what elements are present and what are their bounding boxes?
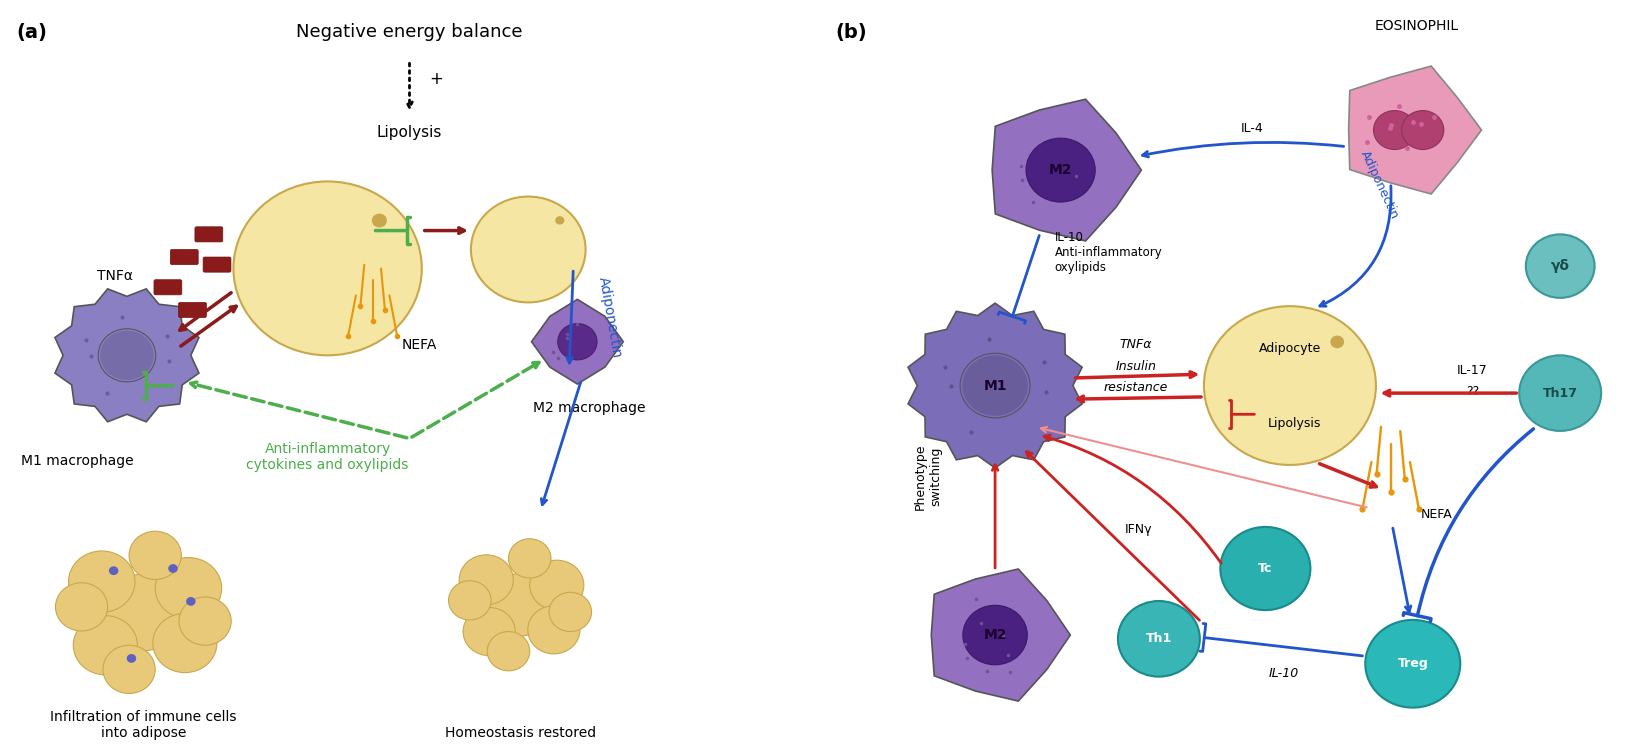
Text: γδ: γδ xyxy=(1551,259,1569,273)
Circle shape xyxy=(549,592,591,631)
Polygon shape xyxy=(1348,66,1481,194)
Circle shape xyxy=(187,597,195,606)
Circle shape xyxy=(486,631,529,671)
Text: Tc: Tc xyxy=(1258,562,1273,575)
Circle shape xyxy=(169,564,179,573)
Circle shape xyxy=(527,606,580,654)
Polygon shape xyxy=(993,99,1142,241)
Text: Adiponectin: Adiponectin xyxy=(596,276,624,360)
Text: M1 macrophage: M1 macrophage xyxy=(21,454,134,468)
Text: IFNγ: IFNγ xyxy=(1124,523,1152,536)
Circle shape xyxy=(102,574,185,651)
Circle shape xyxy=(486,574,554,636)
Text: Lipolysis: Lipolysis xyxy=(377,125,442,140)
Circle shape xyxy=(960,353,1030,418)
Text: Homeostasis restored: Homeostasis restored xyxy=(444,726,596,740)
Text: +: + xyxy=(429,70,442,88)
Text: TNFα: TNFα xyxy=(1120,338,1152,351)
Circle shape xyxy=(1025,138,1096,202)
Text: Th17: Th17 xyxy=(1543,386,1577,400)
Polygon shape xyxy=(56,289,198,422)
Circle shape xyxy=(1527,234,1595,298)
Circle shape xyxy=(555,216,565,225)
Circle shape xyxy=(1204,306,1376,465)
Text: M1: M1 xyxy=(983,379,1007,392)
Circle shape xyxy=(963,355,1027,416)
Circle shape xyxy=(557,324,596,360)
Circle shape xyxy=(74,615,138,675)
Text: Insulin: Insulin xyxy=(1115,361,1156,373)
Circle shape xyxy=(464,608,516,655)
Circle shape xyxy=(1374,110,1415,150)
Text: IL-4: IL-4 xyxy=(1242,122,1263,135)
Text: Th1: Th1 xyxy=(1145,632,1173,646)
Circle shape xyxy=(1402,110,1443,150)
Polygon shape xyxy=(531,299,622,384)
Text: IL-17: IL-17 xyxy=(1458,364,1487,377)
Circle shape xyxy=(126,654,136,663)
Circle shape xyxy=(100,330,154,380)
Circle shape xyxy=(508,539,550,578)
Text: NEFA: NEFA xyxy=(1422,508,1453,521)
FancyBboxPatch shape xyxy=(195,227,223,242)
Circle shape xyxy=(1520,355,1602,431)
Text: (a): (a) xyxy=(16,23,48,42)
Text: Infiltration of immune cells
into adipose: Infiltration of immune cells into adipos… xyxy=(51,710,236,740)
Circle shape xyxy=(1117,601,1199,677)
Polygon shape xyxy=(932,569,1070,701)
FancyBboxPatch shape xyxy=(203,257,231,272)
Text: M2 macrophage: M2 macrophage xyxy=(534,401,645,415)
Circle shape xyxy=(108,566,118,575)
Circle shape xyxy=(69,551,134,612)
Circle shape xyxy=(1330,336,1345,349)
Polygon shape xyxy=(907,303,1083,468)
Text: Phenotype
switching: Phenotype switching xyxy=(914,443,942,510)
Circle shape xyxy=(963,606,1027,665)
Text: IL-10: IL-10 xyxy=(1269,667,1299,680)
Text: (b): (b) xyxy=(835,23,867,42)
Text: Adiponectin: Adiponectin xyxy=(1358,148,1400,221)
Circle shape xyxy=(129,531,182,580)
Text: Treg: Treg xyxy=(1397,657,1428,671)
Text: Lipolysis: Lipolysis xyxy=(1268,417,1320,430)
Circle shape xyxy=(529,560,583,610)
Circle shape xyxy=(152,613,216,673)
Text: M2: M2 xyxy=(983,628,1007,642)
Text: EOSINOPHIL: EOSINOPHIL xyxy=(1374,19,1459,33)
Circle shape xyxy=(233,181,423,355)
Text: resistance: resistance xyxy=(1104,381,1168,394)
Text: ??: ?? xyxy=(1466,385,1479,398)
Circle shape xyxy=(1220,527,1310,610)
Circle shape xyxy=(156,558,221,619)
Text: Adipocyte: Adipocyte xyxy=(1258,342,1322,355)
Text: TNFα: TNFα xyxy=(97,268,133,283)
Circle shape xyxy=(179,597,231,646)
Circle shape xyxy=(103,645,156,693)
FancyBboxPatch shape xyxy=(154,280,182,295)
Circle shape xyxy=(449,581,491,620)
Text: IL-10
Anti-inflammatory
oxylipids: IL-10 Anti-inflammatory oxylipids xyxy=(1055,231,1163,274)
Text: Negative energy balance: Negative energy balance xyxy=(296,23,523,41)
Circle shape xyxy=(459,555,513,605)
Text: NEFA: NEFA xyxy=(401,338,437,352)
Circle shape xyxy=(1366,620,1461,708)
FancyBboxPatch shape xyxy=(179,302,206,318)
Circle shape xyxy=(472,197,586,302)
Text: Anti-inflammatory
cytokines and oxylipids: Anti-inflammatory cytokines and oxylipid… xyxy=(246,442,410,472)
FancyBboxPatch shape xyxy=(170,249,198,265)
Circle shape xyxy=(56,583,108,631)
Circle shape xyxy=(372,214,387,228)
Text: M2: M2 xyxy=(1048,163,1073,177)
Circle shape xyxy=(98,329,156,382)
